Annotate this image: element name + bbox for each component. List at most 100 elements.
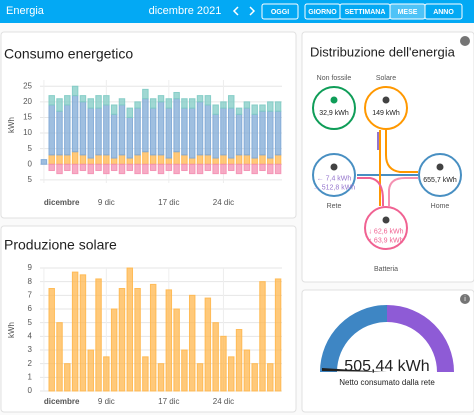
card-title: Distribuzione dell'energia	[310, 44, 456, 59]
bar	[274, 163, 282, 175]
bar	[165, 163, 173, 172]
button[interactable]	[261, 3, 299, 20]
y-tick-label: 3	[28, 345, 33, 354]
chevrons[interactable]	[232, 6, 256, 16]
bar	[126, 107, 134, 118]
header-title: Energia	[6, 5, 45, 17]
node-icon	[330, 96, 338, 104]
bar	[149, 154, 157, 165]
bar	[212, 104, 219, 115]
y-tick-label: 0	[28, 386, 33, 395]
bar	[165, 107, 173, 159]
bar	[142, 163, 149, 175]
bar	[48, 95, 55, 106]
bar	[173, 308, 180, 392]
bar	[126, 163, 134, 172]
bar	[251, 113, 258, 159]
bar	[228, 95, 235, 109]
bar	[157, 95, 165, 103]
bar	[56, 163, 63, 175]
bar	[71, 163, 79, 175]
bar	[48, 154, 55, 165]
bar	[274, 101, 282, 112]
bar	[204, 104, 212, 156]
y-tick-label: 20	[23, 97, 32, 106]
bar	[64, 95, 71, 106]
bar	[188, 98, 196, 109]
bar	[118, 98, 126, 106]
bar	[267, 101, 274, 112]
bar	[157, 363, 165, 392]
bar	[243, 154, 251, 165]
y-tick-label: 5	[28, 144, 33, 153]
bar	[149, 107, 157, 156]
bar	[181, 98, 188, 109]
bar	[228, 356, 235, 392]
bar	[149, 283, 157, 392]
bar	[103, 163, 110, 175]
bar	[173, 91, 180, 100]
info-icon[interactable]	[460, 36, 470, 46]
y-tick-label: 7	[28, 290, 33, 299]
bar	[118, 154, 126, 165]
bar	[103, 104, 110, 156]
bar	[274, 154, 282, 165]
bar	[64, 104, 71, 156]
bar	[110, 308, 118, 392]
x-tick-label: dicembre	[44, 397, 80, 406]
bar	[173, 151, 180, 165]
bar	[228, 157, 235, 165]
period: dicembre 2021	[149, 5, 222, 17]
bar	[157, 163, 165, 175]
x-tick-label: dicembre	[44, 198, 80, 207]
bar	[110, 157, 118, 165]
bar	[259, 281, 266, 392]
node-value: → 512,8 kWh	[313, 184, 356, 191]
bar	[134, 107, 141, 156]
bar	[56, 154, 63, 165]
x-tick-label: 17 dic	[158, 198, 179, 207]
bar	[228, 163, 235, 172]
bar	[220, 107, 227, 156]
bar	[220, 163, 227, 175]
button[interactable]	[424, 3, 463, 20]
bar	[79, 154, 87, 165]
bar	[267, 157, 274, 165]
y-tick-label: 6	[28, 304, 33, 313]
bar	[196, 363, 204, 392]
chart-title: Produzione solare	[4, 237, 117, 253]
bar	[181, 349, 188, 392]
bar	[48, 104, 55, 156]
bar	[235, 107, 243, 115]
bar	[56, 98, 63, 112]
bar	[149, 163, 157, 172]
gauge-value: 505,44 kWh	[344, 358, 429, 375]
x-tick-label: 24 dic	[213, 397, 234, 406]
bar	[188, 163, 196, 175]
bar	[196, 95, 204, 103]
bar	[228, 107, 235, 159]
y-tick-label: 1	[28, 372, 33, 381]
bar	[235, 113, 243, 156]
bar	[157, 154, 165, 165]
y-tick-label: 25	[23, 81, 32, 90]
bar	[134, 163, 141, 175]
bar	[243, 163, 251, 172]
bar	[235, 329, 243, 392]
info-icon[interactable]	[460, 294, 470, 304]
bar	[56, 322, 63, 392]
bar	[118, 104, 126, 156]
node	[364, 86, 408, 130]
bar	[220, 154, 227, 165]
x-tick-label: 17 dic	[158, 397, 179, 406]
node-value: 655,7 kWh	[423, 177, 457, 184]
bar	[235, 154, 243, 165]
bar	[79, 163, 87, 172]
bar	[126, 116, 134, 159]
bar	[188, 294, 196, 392]
bar	[181, 107, 188, 156]
y-tick-label: 0	[28, 159, 33, 168]
bar	[134, 154, 141, 165]
bar	[64, 154, 71, 165]
